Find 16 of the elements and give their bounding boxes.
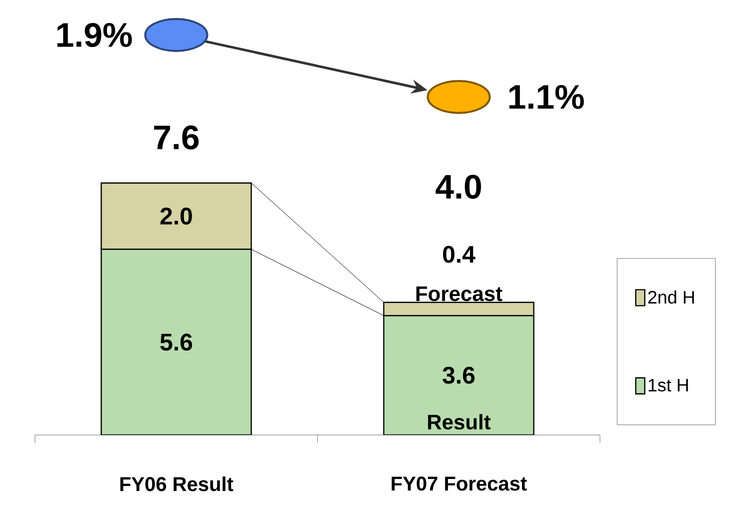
data-label: 2.0 (160, 208, 192, 225)
bar (100, 248, 252, 435)
x-tick-label: FY07 Forecast (392, 476, 527, 491)
text: 1.1% (509, 85, 584, 109)
x-tick-label: FY06 Result (120, 476, 234, 492)
annotation: Result (428, 414, 491, 430)
legend-label: 1st H (648, 378, 688, 392)
data-label: 5.6 (160, 334, 192, 351)
bar (383, 315, 534, 435)
text: 1.9% (57, 22, 132, 48)
data-label: 3.6 (442, 366, 475, 384)
total-label: 4.0 (436, 174, 481, 199)
annotation: Forecast (416, 286, 502, 302)
total-label: 7.6 (154, 125, 199, 150)
data-label: 0.4 (443, 246, 476, 263)
legend-label: 2nd H (648, 290, 694, 304)
